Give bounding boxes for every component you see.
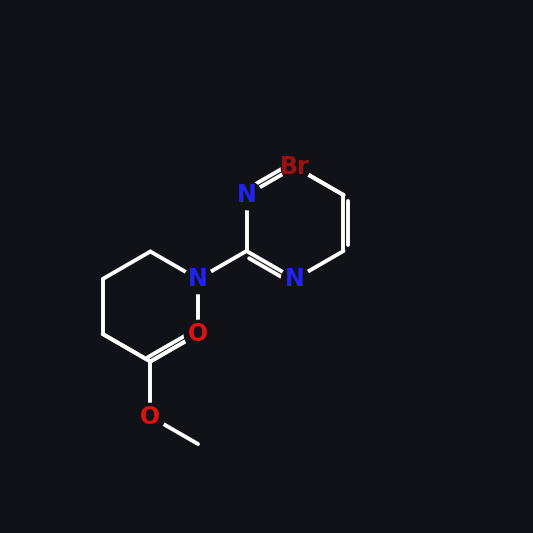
Text: N: N bbox=[188, 267, 208, 291]
Text: Br: Br bbox=[280, 155, 310, 179]
Text: N: N bbox=[237, 183, 256, 207]
Text: O: O bbox=[188, 322, 208, 346]
Text: N: N bbox=[285, 267, 305, 291]
Text: O: O bbox=[140, 405, 160, 429]
